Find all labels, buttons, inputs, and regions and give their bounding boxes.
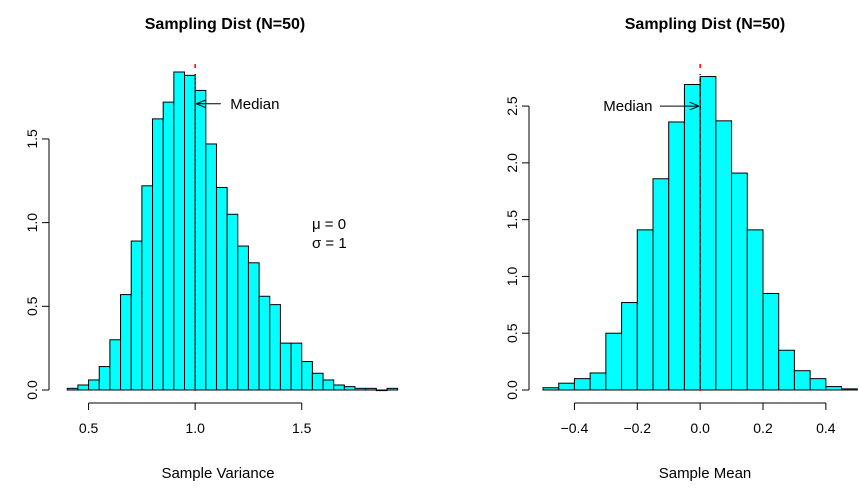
- mean-y-axis: 0.0 0.5 1.0 1.5 2.0 2.5: [504, 96, 530, 400]
- mean-x-tick-label-1: −0.2: [623, 420, 651, 436]
- mean-y-tick-label-0: 0.0: [504, 380, 520, 400]
- variance-bar-4: [109, 339, 122, 391]
- variance-bar-5: [120, 294, 132, 391]
- mean-bar-5: [621, 302, 638, 391]
- chart-title-variance: Sampling Dist (N=50): [145, 16, 305, 33]
- variance-histogram-panel: Sampling Dist (N=50) 0.5 1.0 1.5 0.0 0.5 1.0…: [24, 16, 399, 482]
- variance-bar-19: [269, 304, 281, 391]
- variance-bar-22: [301, 361, 313, 391]
- variance-bar-20: [279, 342, 292, 391]
- variance-bar-26: [343, 386, 356, 391]
- x-axis-label-mean: Sample Mean: [659, 465, 752, 482]
- chart-title-mean: Sampling Dist (N=50): [625, 16, 785, 33]
- mean-bar-7: [652, 178, 670, 391]
- variance-bar-13: [205, 143, 217, 391]
- mu-label: μ = 0: [312, 216, 346, 233]
- sigma-label: σ = 1: [312, 235, 347, 252]
- variance-bar-2: [88, 379, 100, 391]
- variance-bar-0: [66, 387, 79, 391]
- variance-bar-3: [98, 366, 111, 391]
- mean-bar-18: [825, 386, 843, 391]
- variance-bar-30: [386, 387, 399, 391]
- variance-bar-11: [184, 74, 196, 391]
- variance-median-annotation-text: Median: [230, 96, 279, 113]
- mean-bar-10: [699, 76, 717, 391]
- variance-x-tick-label-2: 1.5: [292, 420, 312, 436]
- mean-x-tick-label-2: 0.0: [690, 420, 710, 436]
- variance-bar-12: [194, 89, 207, 391]
- mean-x-tick-label-3: 0.2: [753, 420, 773, 436]
- mean-bar-14: [762, 292, 780, 391]
- mean-bar-4: [605, 332, 623, 391]
- variance-bar-27: [354, 387, 367, 391]
- variance-bar-24: [322, 379, 335, 391]
- mean-x-tick-label-4: 0.4: [816, 420, 836, 436]
- mean-bar-0: [542, 387, 560, 391]
- mean-bar-13: [746, 229, 764, 391]
- variance-bar-7: [141, 185, 154, 391]
- variance-bar-1: [77, 384, 90, 391]
- variance-bar-9: [162, 101, 175, 391]
- mean-bar-12: [731, 172, 748, 391]
- x-axis-label-variance: Sample Variance: [161, 465, 274, 482]
- mean-x-axis: −0.4 −0.2 0.0 0.2 0.4: [561, 402, 836, 436]
- variance-bar-16: [237, 245, 249, 391]
- variance-bar-18: [258, 295, 271, 391]
- variance-median-annotation: Median: [197, 96, 279, 113]
- variance-x-tick-label-0: 0.5: [79, 420, 99, 436]
- mean-bar-11: [715, 120, 733, 391]
- mean-bar-17: [809, 378, 827, 391]
- mean-y-tick-label-1: 0.5: [504, 323, 520, 343]
- mean-y-tick-label-3: 1.5: [504, 210, 520, 230]
- mean-histogram-panel: Sampling Dist (N=50) −0.4 −0.2 0.0 0.2 0.4 0…: [504, 16, 858, 482]
- variance-y-tick-label-1: 0.5: [24, 296, 40, 316]
- mean-bar-3: [589, 372, 607, 391]
- variance-bar-8: [152, 118, 164, 391]
- variance-bar-17: [247, 262, 260, 391]
- variance-x-axis: 0.5 1.0 1.5: [79, 402, 312, 436]
- mean-bar-16: [793, 370, 811, 391]
- variance-y-tick-label-0: 0.0: [24, 380, 40, 400]
- mean-bar-19: [841, 388, 858, 391]
- mean-bar-15: [778, 349, 795, 391]
- mean-bar-9: [683, 83, 701, 391]
- mean-bar-6: [636, 229, 654, 391]
- mean-median-annotation-text: Median: [603, 98, 652, 115]
- variance-bar-14: [215, 186, 228, 391]
- variance-bar-23: [311, 372, 324, 391]
- variance-bars: [66, 71, 399, 392]
- variance-bar-10: [173, 71, 185, 391]
- mean-x-tick-label-0: −0.4: [561, 420, 589, 436]
- variance-bar-25: [333, 384, 345, 391]
- variance-bar-15: [226, 213, 239, 391]
- variance-bar-28: [365, 387, 377, 391]
- mean-y-tick-label-5: 2.5: [504, 96, 520, 116]
- variance-y-tick-label-2: 1.0: [24, 213, 40, 233]
- variance-x-tick-label-1: 1.0: [185, 420, 205, 436]
- variance-y-tick-label-3: 1.5: [24, 129, 40, 149]
- mean-median-annotation: Median: [603, 98, 698, 115]
- mean-y-tick-label-4: 2.0: [504, 153, 520, 173]
- variance-bar-21: [290, 342, 303, 391]
- mean-bars: [542, 76, 858, 391]
- variance-y-axis: 0.0 0.5 1.0 1.5: [24, 129, 50, 400]
- mean-bar-1: [558, 382, 575, 391]
- variance-bar-6: [130, 240, 143, 391]
- mean-bar-2: [573, 378, 591, 391]
- mean-y-tick-label-2: 1.0: [504, 266, 520, 286]
- variance-bar-29: [375, 389, 388, 392]
- mean-bar-8: [668, 121, 685, 391]
